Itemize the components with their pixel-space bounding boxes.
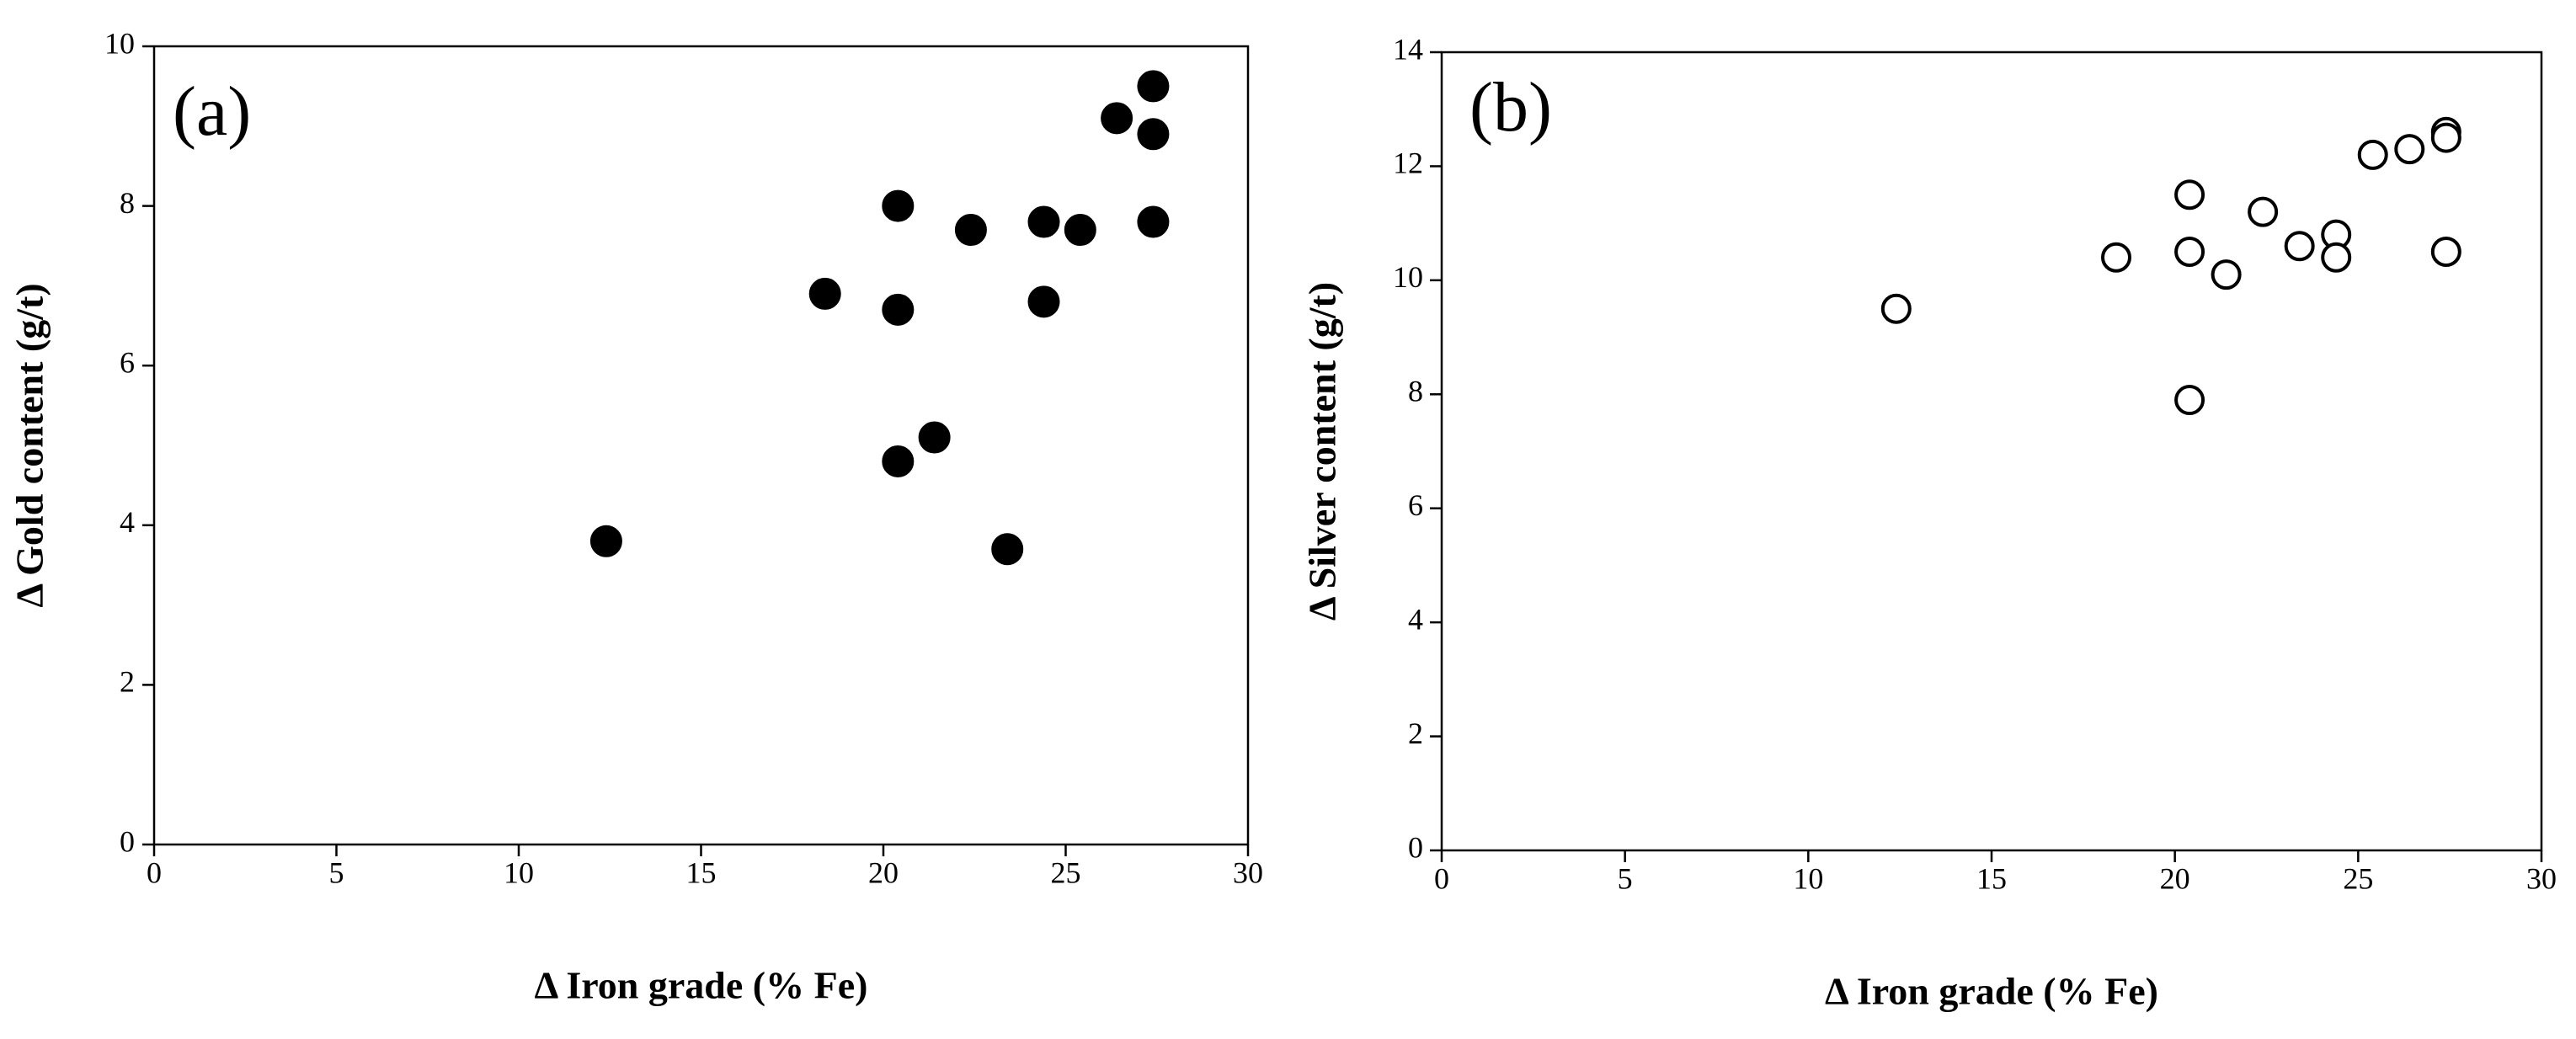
data-point <box>2248 196 2279 227</box>
data-point <box>1027 205 1060 238</box>
chart-panel-0: 0 5 10 15 20 25 30 0 2 4 6 8 10 Δ Iron grade (% Fe) Δ … <box>8 26 1263 1006</box>
y-tick-label: 10 <box>1393 260 1423 294</box>
x-tick-label: 0 <box>147 855 162 889</box>
data-point <box>2174 237 2205 267</box>
data-point <box>2321 242 2352 273</box>
x-tick-label: 25 <box>1051 855 1081 889</box>
x-tick-label: 15 <box>1976 861 2007 895</box>
panel-label: (a) <box>173 72 251 151</box>
data-point <box>1101 102 1133 135</box>
y-tick-label: 6 <box>1408 488 1423 522</box>
x-tick-label: 5 <box>329 855 344 889</box>
data-point <box>2284 231 2315 262</box>
data-point <box>2174 385 2205 416</box>
data-point <box>1880 293 1912 324</box>
plot-frame <box>152 45 1250 846</box>
data-point <box>808 277 841 310</box>
data-point <box>1027 285 1060 318</box>
chart-panel-1: 0 5 10 15 20 25 30 0 2 4 6 8 10 12 14 Δ Iron grade (% F… <box>1301 32 2557 1012</box>
y-tick-label: 2 <box>120 665 135 699</box>
plot-frame <box>1440 51 2543 852</box>
data-point <box>2174 179 2205 210</box>
data-point <box>2357 139 2388 170</box>
y-tick-label: 6 <box>120 345 135 379</box>
data-point <box>882 189 915 222</box>
data-point <box>589 525 622 557</box>
data-point <box>1137 205 1170 238</box>
y-tick-label: 2 <box>1408 717 1423 750</box>
y-tick-label: 8 <box>1408 375 1423 408</box>
y-tick-label: 12 <box>1393 147 1423 180</box>
data-point <box>991 533 1024 566</box>
data-point <box>2394 134 2425 165</box>
panel-label: (b) <box>1469 68 1552 147</box>
y-tick-label: 0 <box>1408 830 1423 864</box>
y-axis-title: Δ Silver content (g/t) <box>1301 282 1344 621</box>
data-point <box>2101 242 2132 273</box>
y-tick-label: 14 <box>1393 32 1423 66</box>
x-axis-title: Δ Iron grade (% Fe) <box>1825 970 2158 1013</box>
y-tick-label: 10 <box>104 26 135 60</box>
y-tick-label: 4 <box>1408 602 1423 636</box>
y-tick-label: 0 <box>120 824 135 858</box>
x-tick-label: 20 <box>2160 861 2190 895</box>
data-point <box>1137 118 1170 151</box>
data-point <box>954 214 987 247</box>
x-tick-label: 20 <box>868 855 899 889</box>
data-point <box>1064 214 1096 247</box>
data-point <box>882 445 915 477</box>
data-point <box>2211 259 2242 290</box>
y-tick-label: 8 <box>120 186 135 220</box>
data-point <box>2430 237 2461 267</box>
data-point <box>2430 122 2461 153</box>
data-point <box>882 293 915 326</box>
data-point <box>1137 70 1170 103</box>
x-tick-label: 5 <box>1618 861 1633 895</box>
y-tick-label: 4 <box>120 505 135 539</box>
y-axis-title: Δ Gold content (g/t) <box>8 283 51 607</box>
x-tick-label: 10 <box>1793 861 1823 895</box>
data-point <box>918 421 951 454</box>
x-tick-label: 0 <box>1434 861 1449 895</box>
x-tick-label: 25 <box>2343 861 2373 895</box>
x-tick-label: 30 <box>1233 855 1263 889</box>
x-axis-title: Δ Iron grade (% Fe) <box>535 964 868 1007</box>
x-tick-label: 10 <box>504 855 534 889</box>
x-tick-label: 30 <box>2526 861 2557 895</box>
x-tick-label: 15 <box>686 855 717 889</box>
